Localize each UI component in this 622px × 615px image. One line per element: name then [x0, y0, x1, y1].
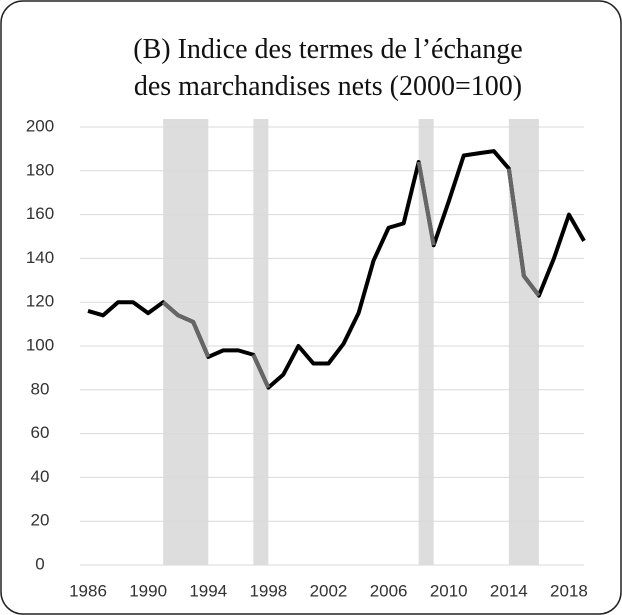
x-tick-label: 2014 [490, 581, 528, 600]
line-highlight [161, 300, 211, 358]
y-tick-label: 80 [31, 379, 50, 398]
x-tick-label: 1986 [69, 581, 107, 600]
y-tick-label: 20 [31, 511, 50, 530]
chart-title: (B) Indice des termes de l’échange [133, 34, 522, 65]
chart-title: des marchandises nets (2000=100) [134, 71, 522, 102]
y-tick-label: 160 [26, 204, 54, 223]
x-tick-label: 2010 [430, 581, 468, 600]
x-tick-label: 2006 [370, 581, 408, 600]
y-tick-label: 180 [26, 160, 54, 179]
y-tick-label: 140 [26, 248, 54, 267]
x-tick-label: 2018 [550, 581, 588, 600]
line-highlight [416, 161, 436, 246]
x-tick-label: 1998 [249, 581, 287, 600]
x-tick-label: 1994 [189, 581, 227, 600]
x-tick-label: 2002 [310, 581, 348, 600]
y-tick-label: 60 [31, 423, 50, 442]
shaded-range [253, 119, 269, 565]
x-tick-label: 1990 [129, 581, 167, 600]
shaded-range [508, 119, 539, 565]
shaded-range [418, 119, 434, 565]
y-tick-label: 40 [31, 467, 50, 486]
y-tick-label: 0 [35, 554, 44, 573]
y-tick-label: 120 [26, 292, 54, 311]
y-tick-label: 100 [26, 335, 54, 354]
line-highlight [506, 168, 541, 297]
y-tick-label: 200 [26, 116, 54, 135]
line-highlight [251, 353, 271, 389]
